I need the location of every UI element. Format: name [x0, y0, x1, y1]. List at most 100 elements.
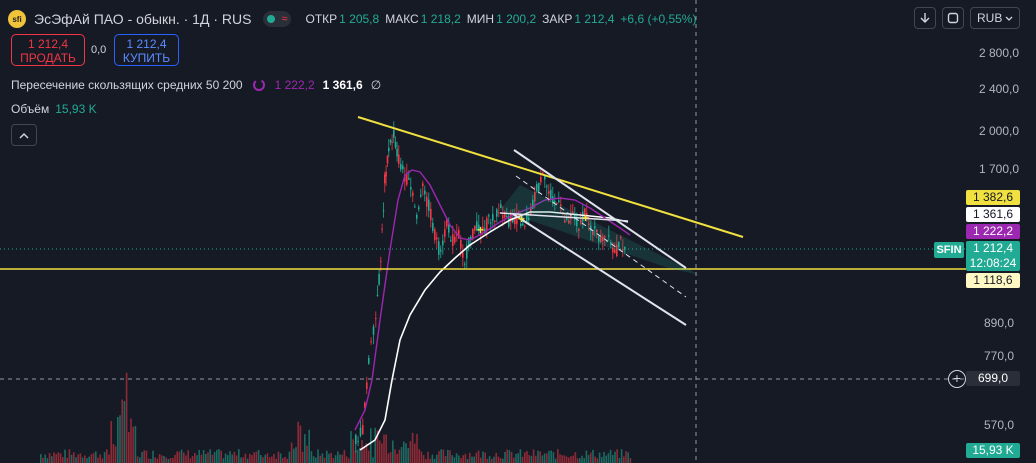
candle-body: [600, 235, 602, 243]
candle-body: [478, 224, 480, 231]
volume-bar: [475, 452, 478, 463]
volume-bar: [185, 455, 187, 463]
volume-bar: [486, 458, 489, 463]
volume-bar: [541, 455, 544, 463]
volume-bar: [53, 452, 55, 463]
volume-bar: [220, 450, 222, 463]
arrow-down-icon: [920, 13, 930, 23]
volume-bar: [229, 451, 231, 463]
candle-body: [552, 196, 554, 204]
collapse-legend-button[interactable]: [11, 124, 37, 146]
candle-body: [488, 215, 490, 217]
volume-bar: [585, 450, 588, 463]
volume-bar: [484, 452, 486, 463]
candle-body: [582, 211, 584, 222]
market-status-toggle[interactable]: ≈: [263, 11, 292, 27]
channel-upper-line[interactable]: [513, 149, 687, 269]
volume-bar: [431, 454, 434, 463]
candle-body: [566, 218, 568, 220]
candle-body: [484, 228, 486, 234]
volume-bar: [86, 458, 88, 463]
currency-select[interactable]: RUB: [970, 7, 1020, 29]
trendline-upper[interactable]: [357, 116, 744, 238]
volume-bar: [557, 449, 559, 463]
volume-bar: [330, 452, 332, 463]
volume-bar: [398, 449, 401, 463]
volume-bar: [464, 453, 467, 463]
candle-body: [460, 240, 462, 249]
volume-bar: [284, 456, 286, 463]
volume-bar: [449, 450, 451, 463]
indicator-legend[interactable]: Пересечение скользящих средних 50 200 1 …: [11, 77, 381, 93]
volume-bar: [493, 456, 495, 463]
volume-bar: [598, 452, 601, 463]
download-button[interactable]: [914, 7, 936, 29]
candle-body: [502, 215, 504, 219]
volume-bar: [75, 457, 77, 463]
candle-body: [612, 247, 614, 253]
volume-bar: [416, 433, 418, 463]
volume-bar: [191, 456, 194, 463]
volume-legend[interactable]: Объём 15,93 K: [11, 102, 97, 116]
candle-body: [596, 229, 598, 233]
candle-body: [572, 211, 574, 215]
crosshair-price-label: 699,0: [966, 371, 1020, 386]
volume-bar: [480, 457, 482, 463]
candle-body: [424, 190, 426, 195]
candle-body: [396, 148, 398, 157]
candle-body: [622, 249, 624, 251]
fullscreen-button[interactable]: [942, 7, 964, 29]
volume-bar: [198, 449, 200, 463]
candle-body: [526, 214, 528, 223]
volume-bar: [356, 449, 359, 463]
candle-body: [382, 210, 385, 212]
volume-bar: [114, 446, 117, 463]
candle-body: [594, 226, 596, 229]
volume-bar: [213, 452, 216, 463]
volume-bar: [387, 453, 390, 463]
volume-bar: [194, 453, 196, 463]
ohlc-open: ОТКР 1 205,8: [305, 12, 380, 26]
candle-body: [504, 212, 506, 218]
volume-bar: [466, 459, 469, 463]
candle-body: [406, 173, 408, 185]
volume-bar: [425, 459, 427, 463]
volume-bar: [497, 456, 500, 463]
volume-bar: [231, 454, 233, 463]
candle-body: [442, 240, 444, 246]
channel-lower-line[interactable]: [512, 213, 687, 326]
volume-bar: [616, 449, 618, 463]
volume-bar: [304, 434, 306, 463]
volume-bar: [121, 399, 123, 463]
candle-body: [436, 237, 438, 240]
volume-bar: [297, 421, 299, 463]
volume-bar: [612, 455, 614, 463]
volume-bar: [436, 454, 438, 463]
symbol-title[interactable]: ЭсЭфАй ПАО - обыкн. · 1Д · RUS: [34, 11, 252, 27]
volume-bar: [290, 442, 293, 463]
volume-bar: [106, 449, 108, 463]
sell-button[interactable]: 1 212,4 ПРОДАТЬ: [11, 34, 85, 66]
candle-body: [556, 203, 558, 204]
volume-bar: [268, 457, 271, 463]
indicator-value-cross: ∅: [370, 78, 382, 92]
buy-button[interactable]: 1 212,4 КУПИТЬ: [114, 34, 179, 66]
ohlc-low: МИН 1 200,2: [466, 12, 537, 26]
volume-bar: [158, 454, 161, 463]
volume-bar: [583, 458, 585, 463]
add-alert-button[interactable]: +: [948, 370, 966, 388]
volume-bar: [581, 455, 583, 463]
candle-body: [490, 222, 492, 224]
candle-body: [510, 212, 512, 222]
volume-bar: [317, 449, 319, 463]
candle-body: [532, 199, 534, 209]
candle-body: [440, 250, 442, 252]
volume-bar: [403, 441, 405, 463]
candle-body: [578, 228, 580, 231]
volume-bar: [596, 458, 599, 463]
candle-body: [590, 225, 592, 231]
volume-bar: [255, 451, 258, 463]
chevron-down-icon: [1005, 16, 1013, 21]
volume-bar: [420, 451, 423, 463]
